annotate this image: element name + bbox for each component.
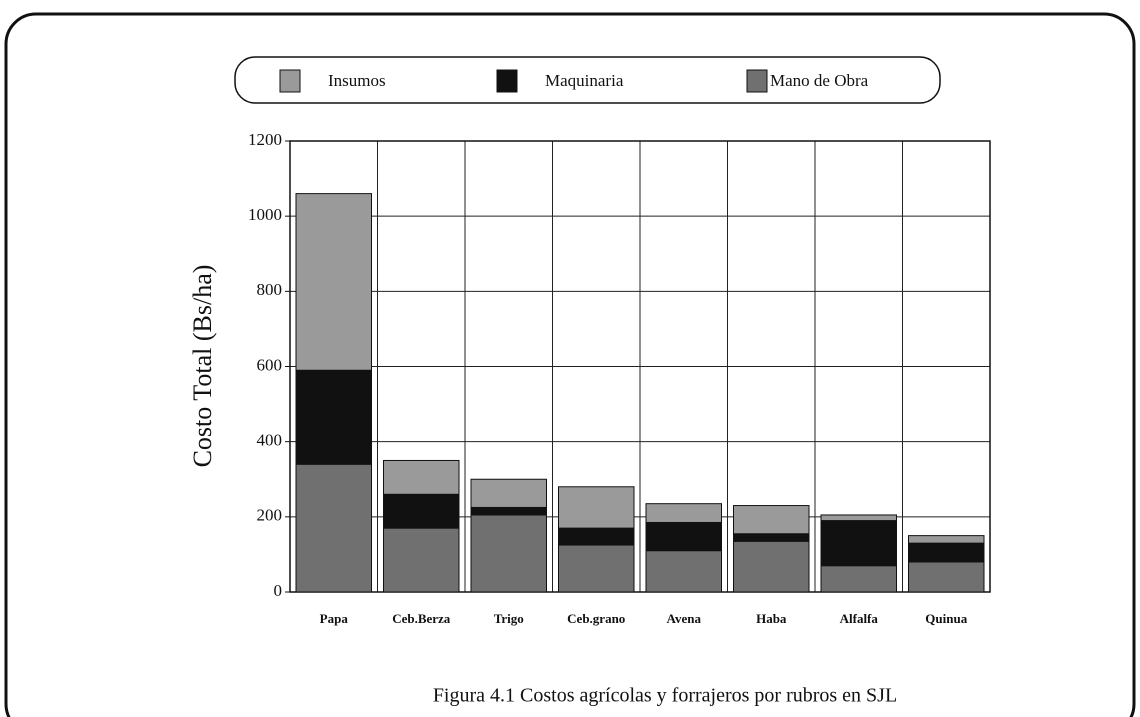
x-tick-label: Quinua bbox=[925, 611, 967, 626]
y-tick-label: 400 bbox=[257, 431, 283, 450]
y-tick-label: 200 bbox=[257, 506, 283, 525]
bar-segment bbox=[733, 540, 810, 593]
legend-label: Mano de Obra bbox=[770, 71, 869, 90]
bar-segment bbox=[558, 544, 635, 593]
legend-box bbox=[234, 56, 941, 104]
y-tick-label: 1000 bbox=[248, 205, 282, 224]
bar-segment bbox=[558, 486, 635, 529]
bar-segment bbox=[295, 193, 372, 371]
y-axis-label: Costo Total (Bs/ha) bbox=[188, 265, 217, 468]
bar-segment bbox=[820, 520, 897, 567]
x-tick-label: Avena bbox=[667, 611, 702, 626]
y-tick-label: 800 bbox=[257, 280, 283, 299]
bar-segment bbox=[558, 527, 635, 546]
y-tick-label: 600 bbox=[257, 355, 283, 374]
legend-swatch bbox=[496, 69, 518, 93]
x-tick-label: Papa bbox=[320, 611, 349, 626]
bar-segment bbox=[820, 565, 897, 593]
y-tick-label: 0 bbox=[274, 581, 283, 600]
bar-segment bbox=[733, 533, 810, 542]
bar-segment bbox=[383, 527, 460, 593]
bar-segment bbox=[645, 503, 722, 523]
bar-segment bbox=[295, 369, 372, 465]
bar-segment bbox=[908, 542, 985, 563]
legend-swatch bbox=[279, 69, 301, 93]
x-tick-label: Ceb.Berza bbox=[392, 611, 451, 626]
bar-segment bbox=[733, 505, 810, 535]
bar-segment bbox=[383, 493, 460, 529]
bar-segment bbox=[383, 459, 460, 495]
legend-label: Insumos bbox=[328, 71, 386, 90]
plot-border bbox=[289, 140, 991, 593]
x-tick-label: Ceb.grano bbox=[567, 611, 625, 626]
legend-label: Maquinaria bbox=[545, 71, 624, 90]
bar-segment bbox=[908, 561, 985, 593]
bar-segment bbox=[295, 463, 372, 593]
bar-segment bbox=[470, 478, 547, 508]
x-tick-label: Alfalfa bbox=[840, 611, 879, 626]
caption: Figura 4.1 Costos agrícolas y forrajeros… bbox=[433, 685, 897, 707]
frame bbox=[4, 12, 1136, 717]
x-tick-label: Haba bbox=[756, 611, 787, 626]
y-tick-label: 1200 bbox=[248, 130, 282, 149]
bar-segment bbox=[470, 514, 547, 593]
bar-segment bbox=[645, 521, 722, 552]
bar-segment bbox=[908, 535, 985, 544]
x-tick-label: Trigo bbox=[494, 611, 524, 626]
legend-swatch bbox=[746, 69, 768, 93]
bar-segment bbox=[820, 514, 897, 522]
bar-segment bbox=[645, 550, 722, 593]
bar-segment bbox=[470, 506, 547, 516]
